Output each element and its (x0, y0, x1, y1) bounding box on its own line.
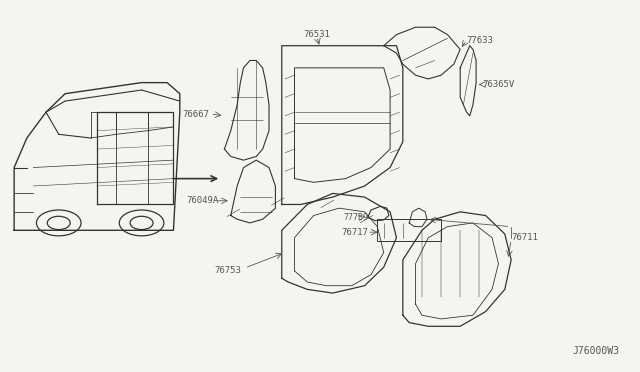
Text: 76717: 76717 (341, 228, 368, 237)
Text: 76049A: 76049A (186, 196, 218, 205)
Text: 76531: 76531 (303, 30, 330, 39)
Text: J76000W3: J76000W3 (573, 346, 620, 356)
Text: 76753: 76753 (214, 266, 241, 275)
Text: 76711: 76711 (511, 233, 538, 242)
Text: 76667: 76667 (182, 109, 209, 119)
Text: 77633: 77633 (467, 36, 493, 45)
Text: 76365V: 76365V (483, 80, 515, 89)
Text: 777B9: 777B9 (344, 213, 369, 222)
